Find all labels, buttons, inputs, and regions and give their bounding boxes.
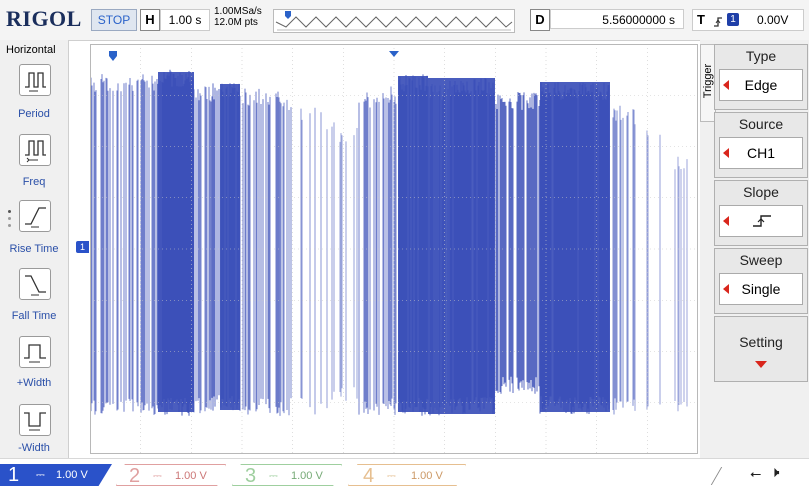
setting-softkey[interactable]: Setting: [714, 316, 808, 382]
delay-value: 5.56000000 s: [550, 9, 684, 29]
ch2-scale: 1.00 V: [175, 465, 207, 487]
negative-width-label: -Width: [0, 442, 68, 454]
channel-bar: 1 ⎓ 1.00 V 2 ⎓ 1.00 V 3 ⎓ 1.00 V 4 ⎓ 1.0…: [0, 458, 809, 491]
positive-width-label: +Width: [0, 377, 68, 389]
status-divider: [711, 467, 736, 485]
trigger-badge: T: [697, 10, 705, 30]
timebase-value: 1.00 s: [160, 9, 210, 31]
slope-header: Slope: [715, 181, 807, 203]
dc-coupling-icon: ⎓: [36, 464, 45, 486]
memory-overview-waveform-icon: [274, 10, 514, 32]
frequency-button[interactable]: [19, 134, 51, 166]
dc-coupling-icon: ⎓: [153, 465, 162, 487]
fall-time-button[interactable]: [19, 268, 51, 300]
slope-softkey[interactable]: Slope: [714, 180, 808, 246]
sample-rate: 1.00MSa/s: [214, 6, 262, 17]
period-label: Period: [0, 108, 68, 120]
submenu-arrow-icon: [755, 361, 767, 369]
rising-edge-icon: [752, 214, 772, 228]
ch1-scale: 1.00 V: [56, 464, 88, 486]
source-header: Source: [715, 113, 807, 135]
dc-coupling-icon: ⎓: [387, 465, 396, 487]
frequency-label: Freq: [0, 176, 68, 188]
period-icon: [20, 65, 50, 95]
sweep-value: Single: [719, 273, 803, 305]
horizontal-badge: H: [140, 9, 160, 31]
menu-page-dot: [8, 210, 11, 213]
type-value: Edge: [719, 69, 803, 101]
negative-width-icon: [20, 405, 50, 435]
sample-info: 1.00MSa/s 12.0M pts: [214, 6, 262, 28]
ch2-status[interactable]: 2 ⎓ 1.00 V: [116, 464, 226, 486]
trigger-summary: T 1 0.00V: [692, 9, 804, 31]
rise-time-button[interactable]: [19, 200, 51, 232]
setting-header: Setting: [715, 331, 807, 353]
cycle-arrow-icon: [723, 148, 729, 158]
ch3-number: 3: [245, 465, 256, 487]
cycle-arrow-icon: [723, 80, 729, 90]
ch4-status[interactable]: 4 ⎓ 1.00 V: [348, 464, 466, 486]
trigger-source-badge: 1: [727, 13, 739, 26]
ch1-status[interactable]: 1 ⎓ 1.00 V: [0, 464, 112, 486]
sound-muted-icon[interactable]: 🕨: [770, 464, 779, 481]
fall-time-icon: [20, 269, 50, 299]
memory-depth: 12.0M pts: [214, 17, 262, 28]
ch4-scale: 1.00 V: [411, 465, 443, 487]
trigger-position-marker[interactable]: [108, 49, 118, 67]
memory-overview: [273, 9, 515, 33]
waveform-display[interactable]: [90, 44, 698, 454]
cycle-arrow-icon: [723, 216, 729, 226]
ch1-number: 1: [8, 464, 19, 486]
ch3-status[interactable]: 3 ⎓ 1.00 V: [232, 464, 342, 486]
ch1-offset-marker[interactable]: 1: [76, 241, 89, 253]
rise-time-label: Rise Time: [0, 243, 68, 255]
dc-coupling-icon: ⎓: [269, 465, 278, 487]
rise-time-icon: [20, 201, 50, 231]
waveform-graticule: [90, 44, 698, 454]
horizontal-menu-title: Horizontal: [6, 44, 56, 56]
delay-badge: D: [530, 9, 550, 31]
ch3-scale: 1.00 V: [291, 465, 323, 487]
sweep-softkey[interactable]: Sweep Single: [714, 248, 808, 314]
rising-edge-small-icon: [713, 14, 723, 34]
trigger-menu-tab-label: Trigger: [702, 49, 714, 113]
menu-page-dot: [8, 217, 11, 220]
ch4-number: 4: [363, 465, 374, 487]
source-value: CH1: [719, 137, 803, 169]
source-softkey[interactable]: Source CH1: [714, 112, 808, 178]
menu-page-dot: [8, 224, 11, 227]
type-header: Type: [715, 45, 807, 67]
period-button[interactable]: [19, 64, 51, 96]
horizontal-menu: Horizontal Period Freq Rise Time Fall Ti…: [0, 40, 69, 458]
slope-value: [719, 205, 803, 237]
fall-time-label: Fall Time: [0, 310, 68, 322]
type-softkey[interactable]: Type Edge: [714, 44, 808, 110]
center-arrow-icon: [389, 51, 399, 57]
frequency-icon: [20, 135, 50, 165]
negative-width-button[interactable]: [19, 404, 51, 436]
usb-icon: ⭠: [750, 465, 761, 482]
trigger-position-icon: [108, 50, 118, 62]
brand-logo: RIGOL: [6, 6, 82, 32]
sweep-header: Sweep: [715, 249, 807, 271]
run-stop-status[interactable]: STOP: [91, 9, 137, 31]
trigger-level-value: 0.00V: [757, 10, 788, 30]
positive-width-icon: [20, 337, 50, 367]
ch2-number: 2: [129, 465, 140, 487]
positive-width-button[interactable]: [19, 336, 51, 368]
center-marker: [389, 44, 399, 62]
cycle-arrow-icon: [723, 284, 729, 294]
